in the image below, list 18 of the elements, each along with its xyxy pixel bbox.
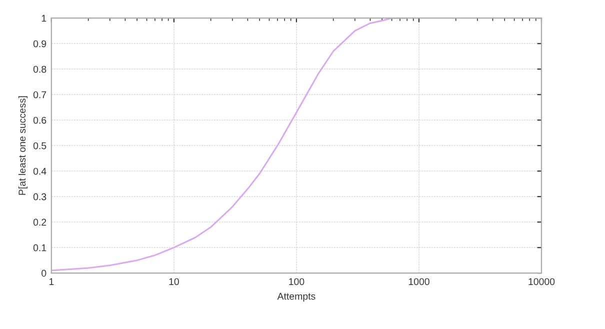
x-axis-title: Attempts xyxy=(277,292,316,302)
y-tick-label: 0.7 xyxy=(33,91,46,98)
y-tick-label: 0 xyxy=(42,270,46,277)
y-tick-label: 0.4 xyxy=(33,168,46,175)
y-axis-title: P[at least one success] xyxy=(18,96,28,195)
y-tick-label: 0.5 xyxy=(33,142,46,150)
x-tick-label: 1 xyxy=(49,278,54,285)
x-tick-label: 10 xyxy=(169,278,179,286)
y-tick-label: 0.8 xyxy=(33,66,46,73)
x-tick-label: 1000 xyxy=(408,278,430,286)
y-tick-label: 0.6 xyxy=(33,116,46,124)
y-tick-label: 1 xyxy=(42,14,46,22)
y-tick-label: 0.9 xyxy=(33,40,46,48)
y-tick-label: 0.1 xyxy=(33,244,46,252)
y-tick-label: 0.2 xyxy=(33,218,46,226)
x-tick-label: 10000 xyxy=(528,278,555,286)
x-tick-label: 100 xyxy=(289,278,304,286)
y-tick-label: 0.3 xyxy=(33,193,46,200)
